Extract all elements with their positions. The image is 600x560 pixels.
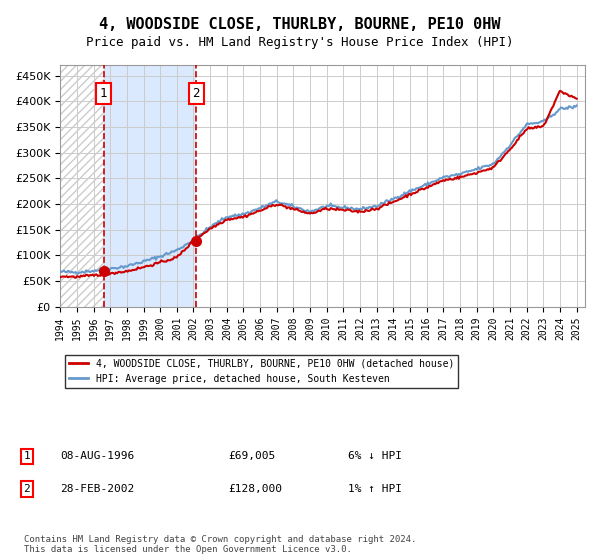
Text: 4, WOODSIDE CLOSE, THURLBY, BOURNE, PE10 0HW: 4, WOODSIDE CLOSE, THURLBY, BOURNE, PE10…	[99, 17, 501, 32]
Text: 1: 1	[100, 87, 107, 100]
Text: 2: 2	[23, 484, 31, 494]
Bar	[60, 66, 104, 307]
Text: 2: 2	[193, 87, 200, 100]
Legend: 4, WOODSIDE CLOSE, THURLBY, BOURNE, PE10 0HW (detached house), HPI: Average pric: 4, WOODSIDE CLOSE, THURLBY, BOURNE, PE10…	[65, 355, 458, 388]
Text: 1: 1	[23, 451, 31, 461]
Text: Price paid vs. HM Land Registry's House Price Index (HPI): Price paid vs. HM Land Registry's House …	[86, 36, 514, 49]
Text: 6% ↓ HPI: 6% ↓ HPI	[348, 451, 402, 461]
Text: 08-AUG-1996: 08-AUG-1996	[60, 451, 134, 461]
Bar	[104, 66, 196, 307]
Text: £128,000: £128,000	[228, 484, 282, 494]
Text: Contains HM Land Registry data © Crown copyright and database right 2024.
This d: Contains HM Land Registry data © Crown c…	[24, 535, 416, 554]
Text: £69,005: £69,005	[228, 451, 275, 461]
Text: 28-FEB-2002: 28-FEB-2002	[60, 484, 134, 494]
Text: 1% ↑ HPI: 1% ↑ HPI	[348, 484, 402, 494]
